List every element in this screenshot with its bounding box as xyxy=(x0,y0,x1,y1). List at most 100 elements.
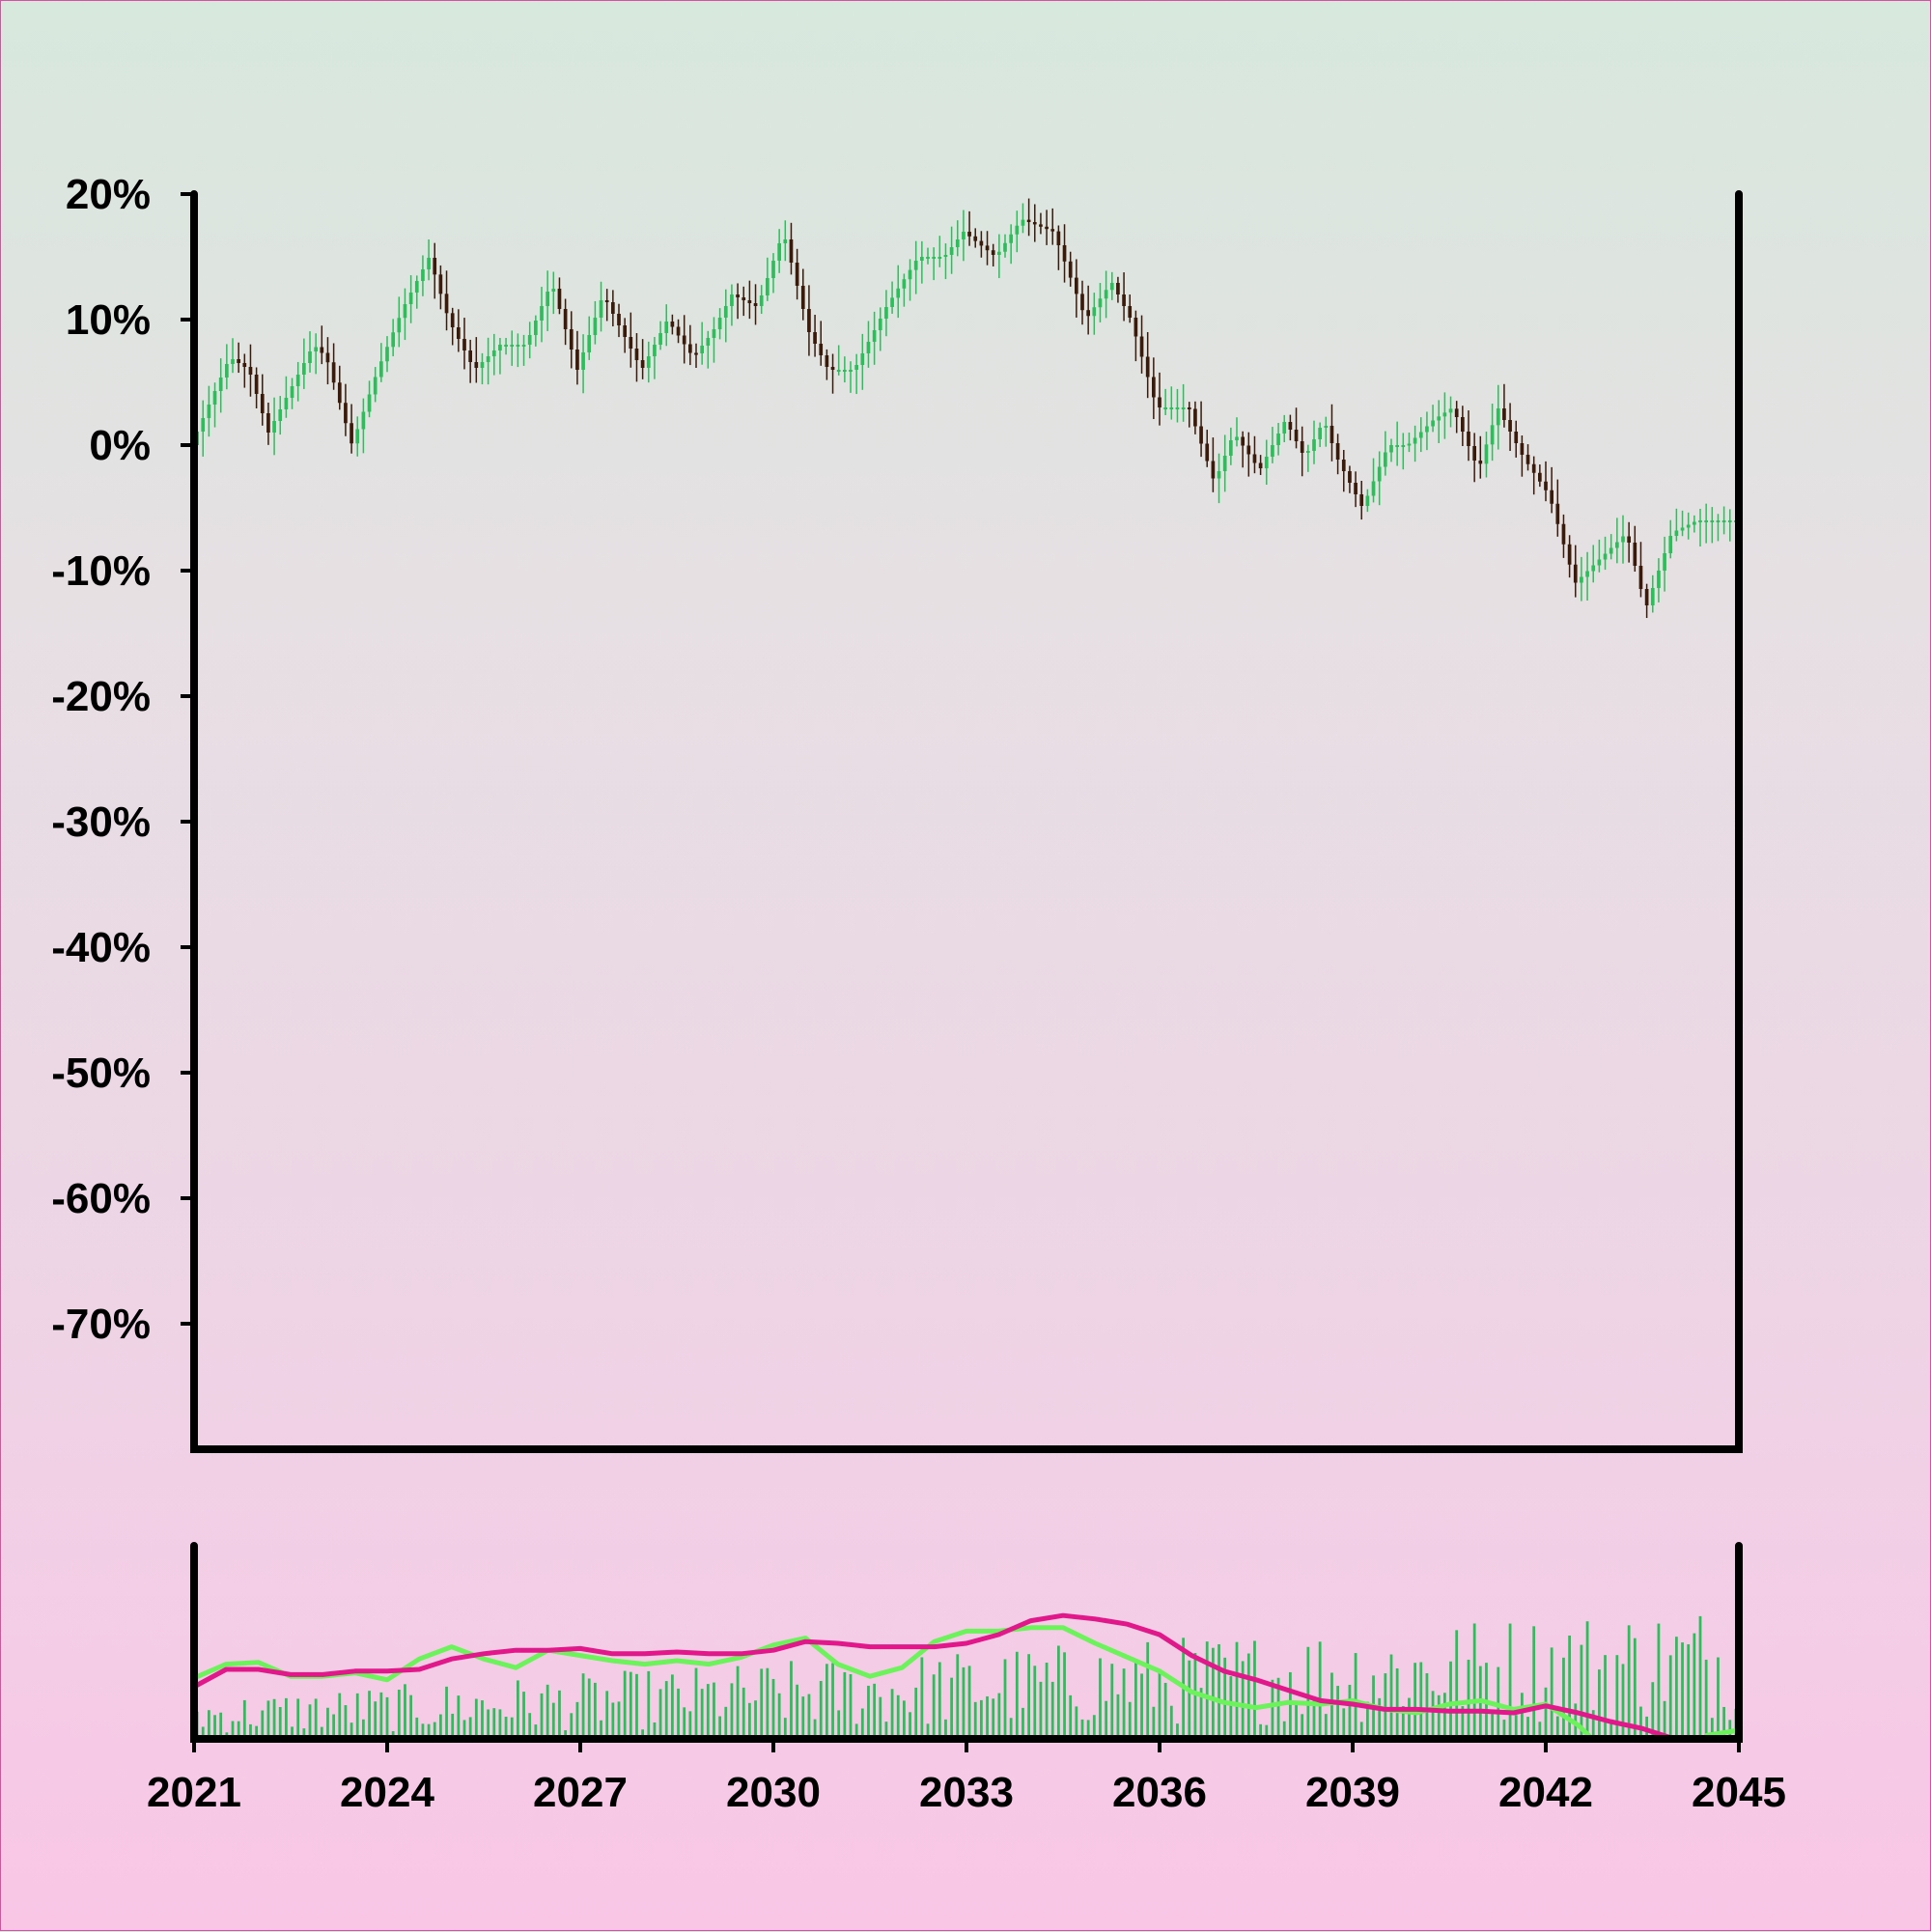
volume-bar xyxy=(1562,1657,1565,1739)
volume-bar xyxy=(1063,1652,1066,1739)
candle xyxy=(712,317,716,363)
candle xyxy=(1241,431,1245,468)
candle xyxy=(1674,508,1679,542)
volume-bar xyxy=(831,1663,834,1739)
candle xyxy=(575,330,579,385)
volume-bar xyxy=(683,1707,686,1739)
candle xyxy=(1133,310,1138,362)
candle xyxy=(421,255,425,296)
volume-bar xyxy=(783,1718,787,1739)
candle xyxy=(272,397,276,456)
candle xyxy=(1467,410,1470,462)
volume-bar xyxy=(1163,1682,1167,1739)
volume-bar xyxy=(938,1662,941,1739)
candle xyxy=(242,353,247,388)
volume-bar xyxy=(338,1693,342,1739)
volume-bar xyxy=(647,1670,651,1739)
x-tick-label: 2027 xyxy=(533,1769,628,1816)
candle xyxy=(1657,558,1661,602)
volume-bar xyxy=(1621,1664,1625,1739)
candle xyxy=(866,321,871,368)
candle xyxy=(254,367,259,408)
volume-bar xyxy=(492,1708,496,1739)
candle xyxy=(1348,465,1352,493)
candle xyxy=(1158,372,1161,426)
volume-bar xyxy=(1526,1717,1529,1739)
candle xyxy=(1211,437,1216,492)
volume-bar xyxy=(504,1717,508,1739)
candle xyxy=(872,311,877,365)
candle xyxy=(569,311,574,369)
candle xyxy=(1454,401,1459,434)
candle xyxy=(1693,515,1696,533)
volume-bar xyxy=(992,1698,995,1739)
candle xyxy=(433,242,437,299)
x-tick-label: 2042 xyxy=(1498,1769,1593,1816)
candle xyxy=(670,314,675,335)
candle xyxy=(593,300,598,345)
candle xyxy=(534,315,538,347)
volume-bar xyxy=(362,1719,365,1739)
candle xyxy=(1271,427,1274,463)
volume-bar xyxy=(1521,1693,1524,1739)
candle xyxy=(1324,416,1329,447)
candle xyxy=(308,331,312,373)
volume-bar xyxy=(368,1691,371,1739)
volume-bar xyxy=(404,1684,406,1739)
volume-bar xyxy=(658,1689,662,1739)
volume-bar xyxy=(219,1712,223,1739)
y-tick-label: -20% xyxy=(51,673,151,720)
candle xyxy=(1544,461,1548,502)
volume-bar xyxy=(1241,1661,1245,1739)
candle xyxy=(1294,407,1299,449)
volume-bar xyxy=(623,1670,627,1739)
candle xyxy=(302,338,306,389)
volume-bar xyxy=(771,1678,775,1739)
volume-bar xyxy=(635,1673,638,1739)
volume-bar xyxy=(285,1697,288,1739)
candle xyxy=(1139,315,1144,374)
candle xyxy=(753,284,758,325)
volume-bar xyxy=(594,1682,597,1739)
volume-bar xyxy=(1075,1706,1078,1739)
volume-bar xyxy=(266,1700,270,1739)
y-tick-label: 0% xyxy=(89,422,151,469)
candle xyxy=(1306,444,1310,472)
volume-bar xyxy=(540,1693,544,1739)
volume-bar xyxy=(355,1693,359,1739)
volume-bar xyxy=(903,1700,906,1739)
volume-bar xyxy=(1188,1660,1191,1739)
candle xyxy=(1282,414,1287,442)
candle xyxy=(361,398,366,454)
candle xyxy=(1377,451,1382,506)
volume-bar xyxy=(1223,1657,1227,1739)
candle xyxy=(634,333,639,382)
volume-bar xyxy=(308,1704,312,1739)
y-tick-label: -70% xyxy=(51,1301,151,1348)
candle xyxy=(284,376,289,418)
candle xyxy=(1555,479,1560,537)
y-tick-label: -50% xyxy=(51,1050,151,1097)
volume-bar xyxy=(1050,1681,1054,1739)
volume-bar xyxy=(1289,1671,1292,1739)
candle xyxy=(1437,400,1441,443)
candle xyxy=(1039,212,1043,235)
candle xyxy=(682,315,686,364)
volume-bar xyxy=(724,1706,728,1739)
candle xyxy=(1217,453,1221,504)
volume-bar xyxy=(1009,1718,1013,1739)
candle xyxy=(902,273,907,307)
volume-bar xyxy=(255,1725,258,1739)
volume-bar xyxy=(1105,1700,1107,1739)
candle xyxy=(408,275,413,323)
candle xyxy=(1644,583,1649,619)
candle xyxy=(266,402,270,445)
candle xyxy=(1431,405,1435,433)
candle xyxy=(295,361,300,402)
volume-bar xyxy=(1110,1664,1114,1739)
volume-bar xyxy=(415,1717,419,1739)
candle xyxy=(913,240,918,294)
volume-bar xyxy=(1152,1706,1156,1739)
volume-bar xyxy=(510,1717,514,1739)
volume-bar xyxy=(688,1711,692,1739)
